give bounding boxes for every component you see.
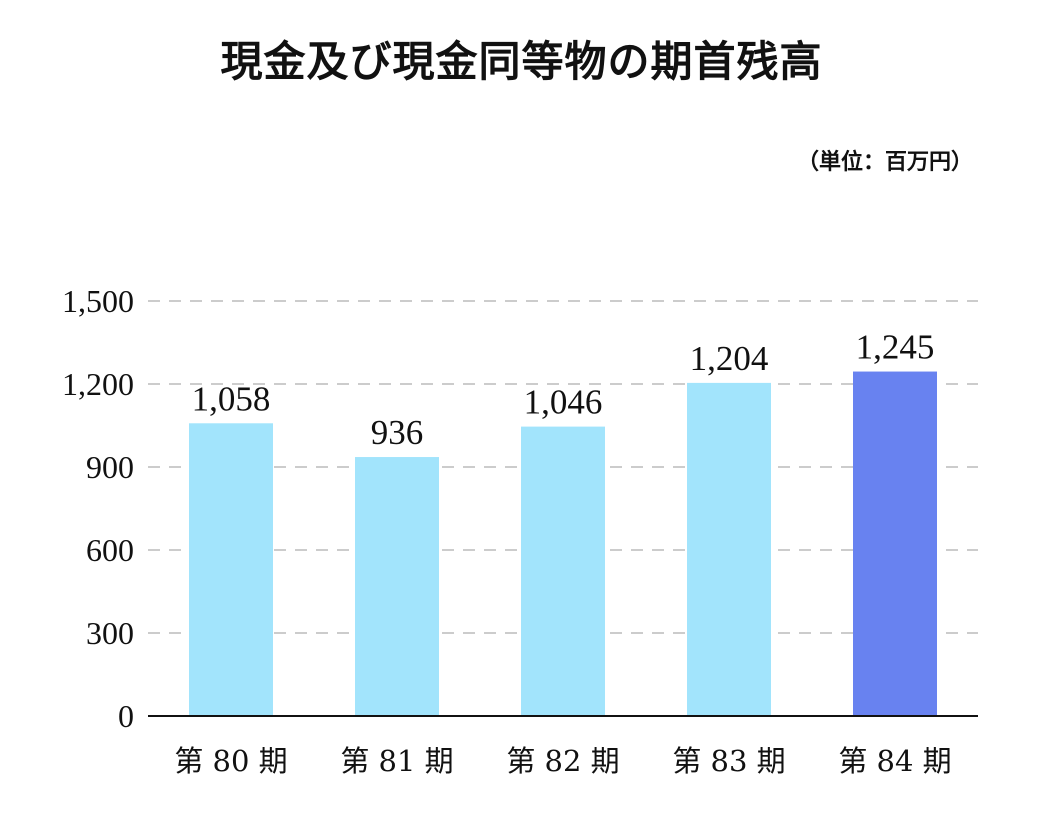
value-label: 1,204 — [690, 339, 769, 378]
y-tick-label: 300 — [86, 615, 134, 651]
x-tick-label: 第 84 期 — [838, 744, 951, 778]
x-tick-label: 第 82 期 — [506, 744, 619, 778]
bar — [521, 426, 605, 716]
y-tick-label: 1,500 — [62, 283, 134, 319]
unit-note: （単位：百万円） — [796, 149, 973, 175]
bar — [189, 423, 273, 716]
bar — [687, 382, 771, 716]
bar — [853, 371, 937, 716]
value-label: 936 — [371, 413, 424, 452]
y-axis-ticks: 0 300 600 900 1,200 1,500 — [62, 283, 134, 734]
x-tick-label: 第 81 期 — [340, 744, 453, 778]
y-tick-label: 1,200 — [62, 366, 134, 402]
x-tick-label: 第 83 期 — [672, 744, 785, 778]
value-label: 1,245 — [856, 328, 935, 367]
category-labels: 第 80 期 第 81 期 第 82 期 第 83 期 第 84 期 — [174, 744, 951, 778]
y-tick-label: 900 — [86, 449, 134, 485]
value-label: 1,046 — [524, 383, 603, 422]
value-labels: 1,058 936 1,046 1,204 1,245 — [192, 328, 935, 452]
bar — [355, 457, 439, 716]
value-label: 1,058 — [192, 379, 271, 418]
x-tick-label: 第 80 期 — [174, 744, 287, 778]
y-tick-label: 0 — [118, 698, 134, 734]
chart-title: 現金及び現金同等物の期首残高 — [220, 37, 823, 86]
y-tick-label: 600 — [86, 532, 134, 568]
bars — [189, 371, 937, 716]
